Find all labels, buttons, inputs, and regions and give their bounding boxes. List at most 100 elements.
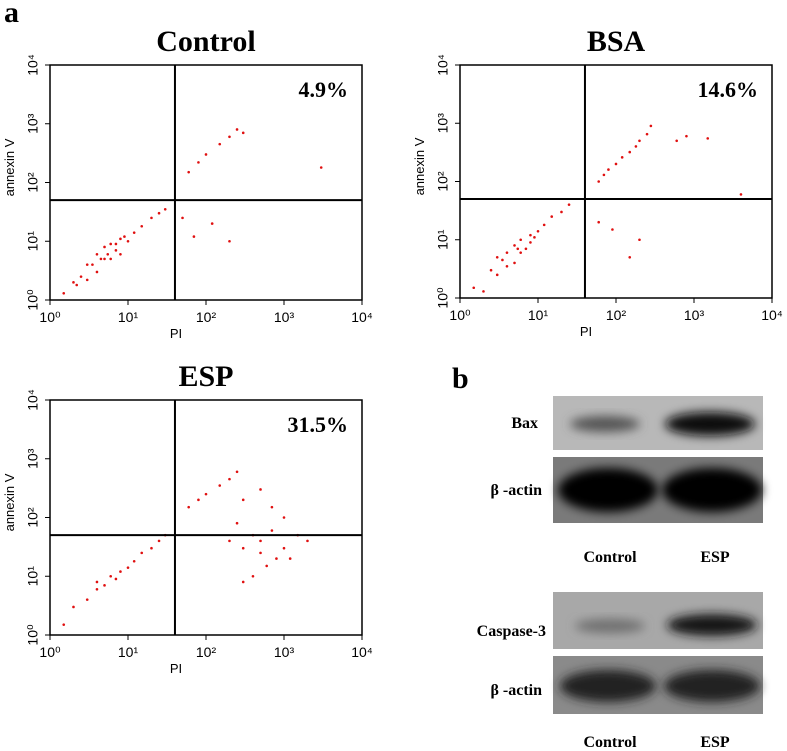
point [197,161,200,164]
point [95,580,99,584]
x-tick-label: 10² [196,309,217,325]
point [319,166,323,169]
y-tick-label: 10⁴ [435,54,451,76]
point [505,251,509,254]
point [103,245,106,249]
point [645,132,649,136]
x-tick-label: 10² [196,644,217,660]
point [620,156,624,159]
blot-row-label: Caspase-3 [477,623,546,640]
point [91,263,94,266]
point [550,215,554,218]
point [265,564,268,568]
x-tick-label: 10⁰ [39,309,61,325]
point [275,557,278,560]
point [157,539,161,543]
annotation: 14.6% [698,77,759,102]
point [187,170,190,174]
point [109,257,112,261]
point [607,168,610,171]
y-tick-label: 10² [435,171,451,192]
point [513,261,516,265]
point [103,584,106,587]
y-tick-label: 10² [25,507,41,528]
x-tick-label: 10³ [274,644,295,660]
point [282,516,286,519]
point [611,228,614,231]
point [516,247,520,251]
y-tick-label: 10¹ [25,231,41,252]
x-tick-label: 10⁰ [39,644,61,660]
chart-title: Control [156,25,255,58]
point [114,577,118,581]
x-tick-label: 10³ [684,307,705,323]
point [306,539,309,543]
point [597,180,600,183]
point [259,488,262,491]
point [228,239,231,243]
x-tick-label: 10³ [274,309,295,325]
blot-lane-label: Control [583,549,637,566]
blot-images [553,396,763,714]
point [235,128,239,131]
point [482,290,485,293]
point [85,263,89,266]
point [536,229,540,233]
point [614,162,618,166]
point [126,566,130,569]
point [85,278,89,282]
point [524,247,528,251]
point [649,124,653,128]
point [495,255,499,259]
point [597,220,600,224]
point [204,153,208,156]
x-axis-label: PI [580,324,592,339]
point [103,257,106,261]
point [501,258,504,262]
point [567,203,571,206]
point [489,268,493,272]
point [259,539,262,543]
point [228,477,231,481]
y-tick-label: 10⁰ [25,624,41,646]
point [150,216,153,220]
y-tick-label: 10¹ [25,566,41,587]
point [529,241,532,244]
point [218,484,222,487]
x-axis-label: PI [170,661,182,676]
x-tick-label: 10¹ [528,307,549,323]
point [685,134,688,138]
point [109,242,112,246]
point [197,498,200,502]
point [519,238,522,242]
point [235,470,239,474]
point [85,598,89,601]
chart-title: ESP [178,360,233,393]
point [259,551,262,555]
x-axis-label: PI [170,326,182,341]
point [62,623,66,626]
point [228,135,231,139]
annotation: 4.9% [299,77,349,102]
y-axis-label: annexin V [2,473,17,531]
point [109,574,112,578]
point [472,286,476,290]
blot-row-label: β -actin [490,682,542,699]
panel-label: b [452,362,469,395]
y-tick-label: 10⁴ [25,389,41,411]
point [638,238,641,242]
point [72,281,75,284]
point [519,251,522,254]
point [95,252,99,256]
point [132,231,136,234]
point [157,211,161,215]
point [75,283,79,287]
point [251,574,255,578]
point [706,137,710,140]
point [119,237,122,241]
point [288,557,292,560]
point [79,275,83,278]
panel-label: a [4,0,19,29]
point [72,605,75,609]
